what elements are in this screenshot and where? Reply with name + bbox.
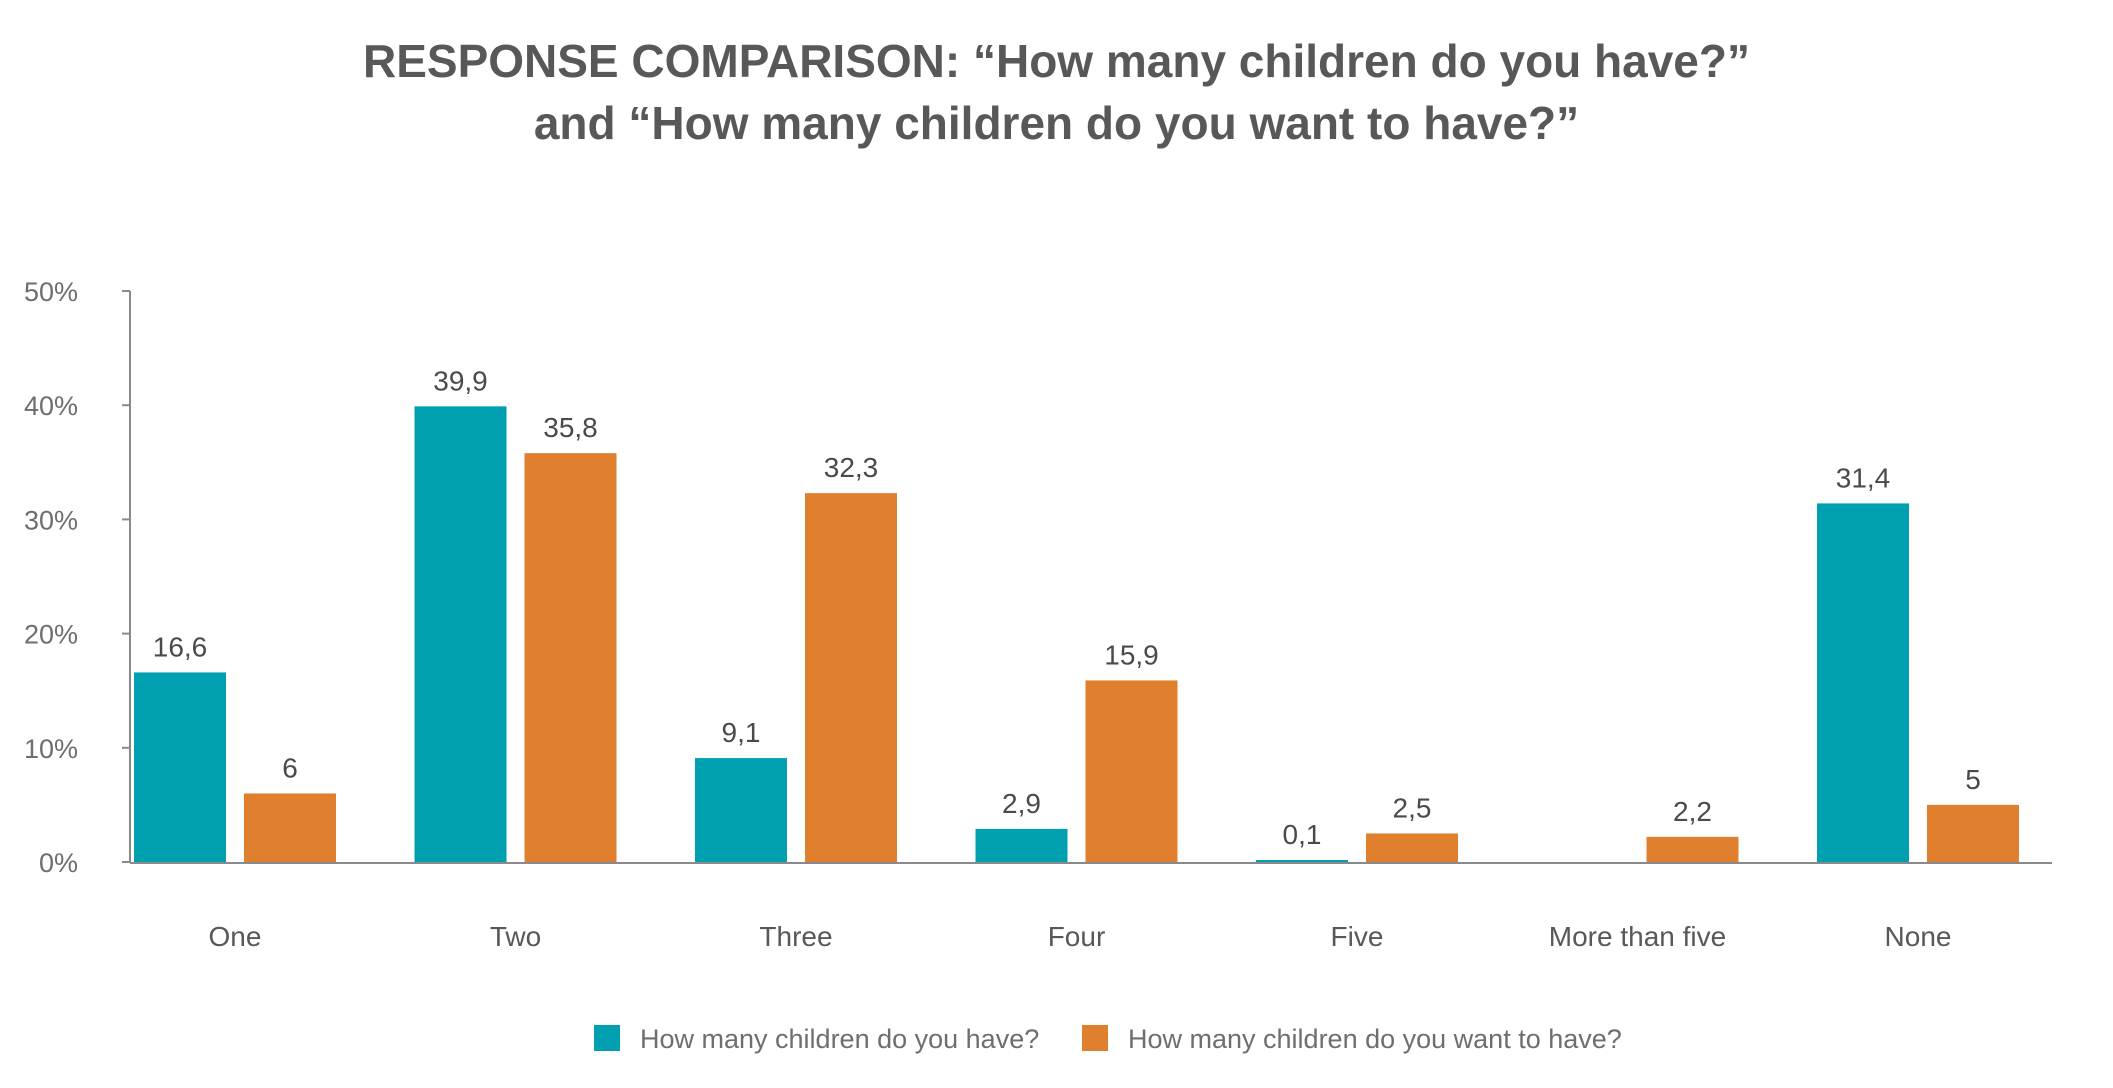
x-tick-label: Two [490,921,541,952]
legend-label: How many children do you have? [640,1024,1039,1054]
chart-title-line-1: RESPONSE COMPARISON: “How many children … [362,35,1750,87]
data-label: 35,8 [543,412,598,443]
data-label: 0,1 [1283,819,1322,850]
data-label: 16,6 [153,631,208,662]
data-label: 5 [1965,764,1981,795]
chart-title-line-2: and “How many children do you want to ha… [533,97,1580,149]
bar [695,758,787,862]
x-tick-label: Three [759,921,832,952]
chart-value-labels: 16,6 6 39,9 35,8 9,1 32,3 2,9 15,9 0,1 2,5 2,2 31,4… [153,365,1981,850]
data-label: 2,2 [1673,796,1712,827]
bar [805,493,897,862]
bar [134,672,226,862]
chart-bars [134,406,2019,862]
data-label: 39,9 [433,365,488,396]
x-tick-label: More than five [1549,921,1726,952]
y-tick-label: 0% [39,848,78,878]
x-tick-label: None [1885,921,1952,952]
bar [1817,503,1909,862]
bar [1646,836,1739,862]
bar [975,828,1068,862]
bar [1366,833,1458,862]
y-tick-label: 40% [24,391,78,421]
bar [524,453,617,862]
chart-legend: How many children do you have? How many c… [594,1024,1622,1054]
bar [1085,680,1178,862]
bar [1927,804,2019,862]
x-tick-label: Five [1331,921,1384,952]
chart-category-labels: One Two Three Four Five More than five None [209,921,1952,952]
data-label: 9,1 [722,717,761,748]
data-label: 2,5 [1393,792,1432,823]
y-tick-label: 50% [24,277,78,307]
legend-swatch [594,1025,620,1051]
bar [414,406,507,862]
legend-label: How many children do you want to have? [1128,1024,1622,1054]
x-tick-label: Four [1048,921,1106,952]
data-label: 2,9 [1002,788,1041,819]
data-label: 15,9 [1104,639,1159,670]
data-label: 6 [282,752,298,783]
data-label: 32,3 [824,452,879,483]
chart-axes: 0% 10% 20% 30% 40% 50% [24,277,2052,878]
y-tick-label: 20% [24,620,78,650]
y-tick-label: 30% [24,505,78,535]
legend-swatch [1082,1025,1108,1051]
bar [244,793,336,862]
bar [1256,860,1348,862]
x-tick-label: One [209,921,262,952]
y-tick-label: 10% [24,734,78,764]
data-label: 31,4 [1836,462,1891,493]
